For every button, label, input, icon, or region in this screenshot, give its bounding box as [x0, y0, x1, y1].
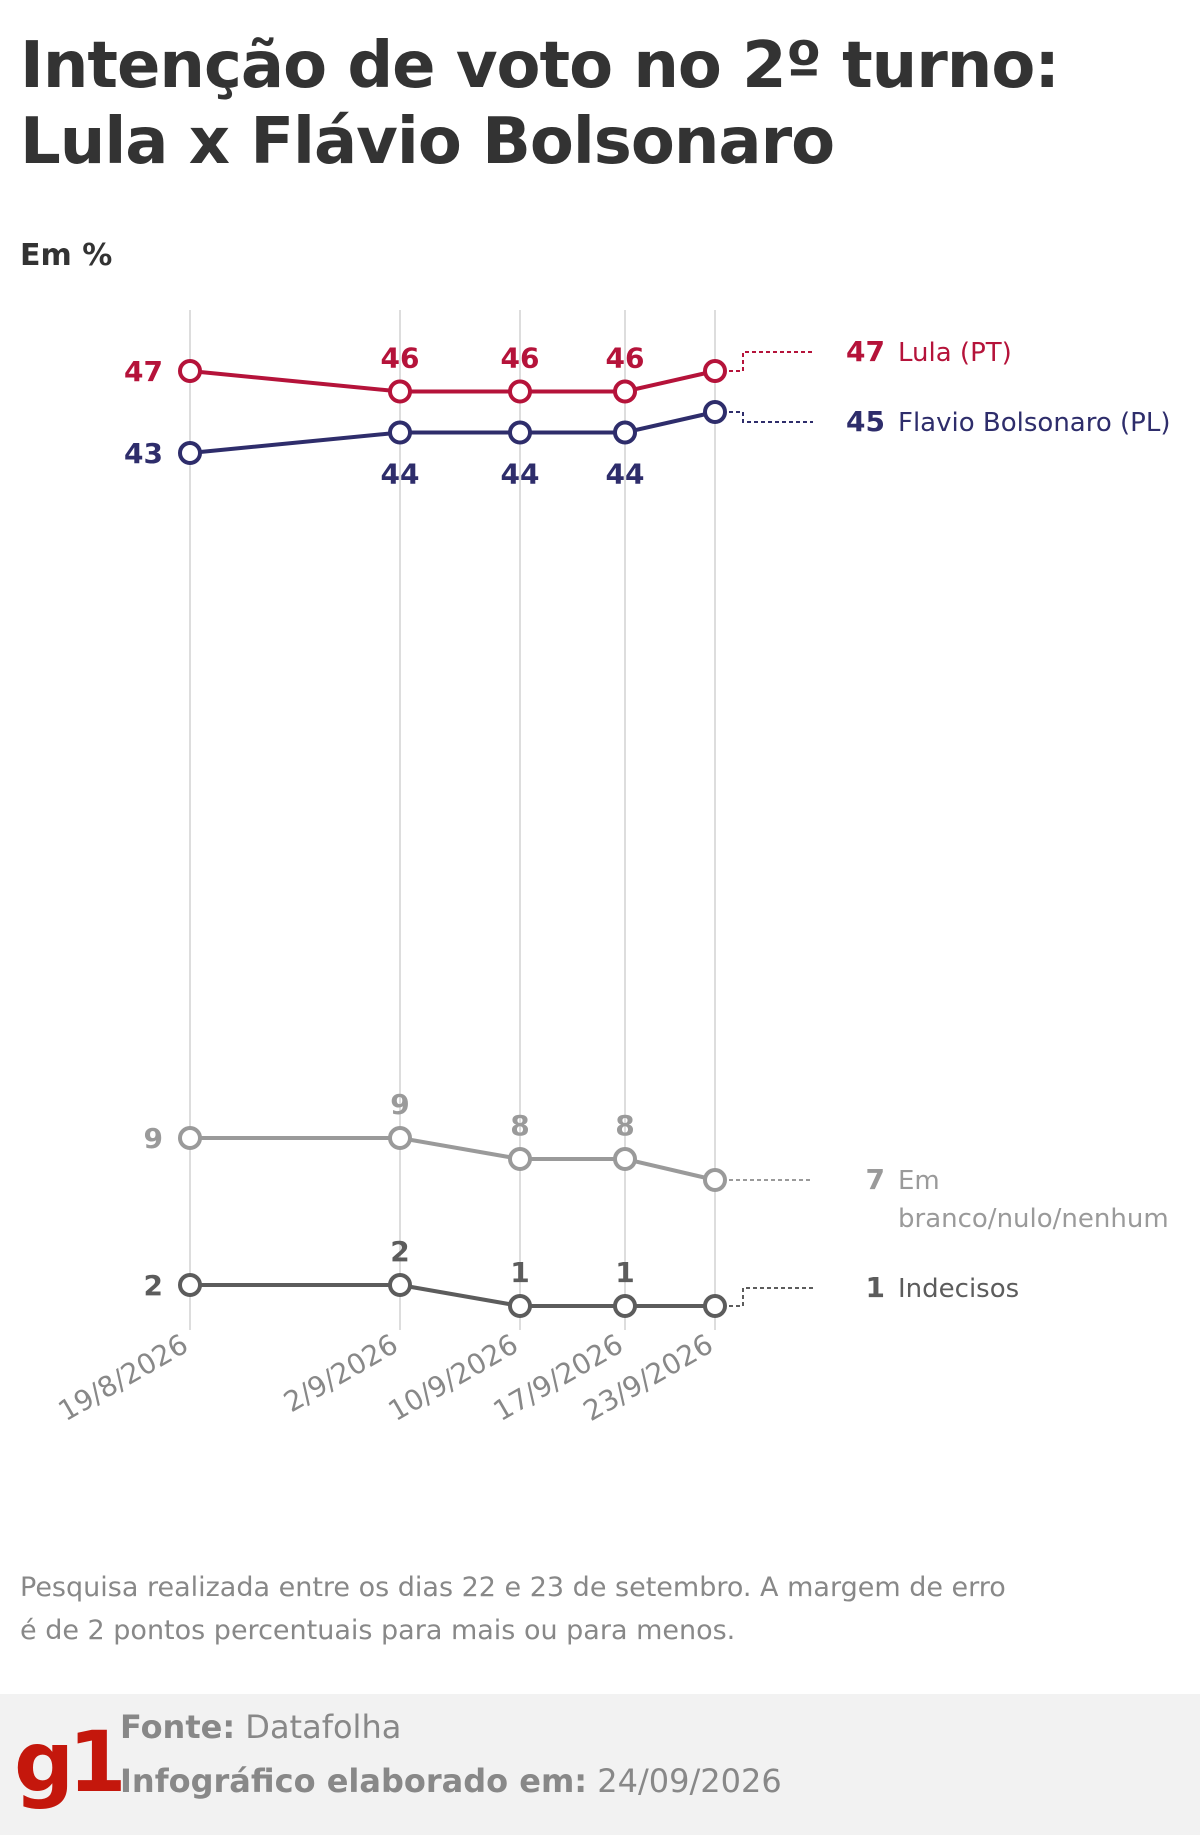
end-value-indecisos: 1 — [866, 1271, 885, 1304]
footer: g1 Fonte: Datafolha Infográfico elaborad… — [0, 1694, 1200, 1835]
data-point-branco — [388, 1126, 412, 1150]
data-label-branco: 8 — [510, 1109, 529, 1142]
data-label-lula: 47 — [124, 355, 163, 388]
series-name-branco: Em — [898, 1166, 940, 1196]
data-point-branco — [178, 1126, 202, 1150]
series-name-lula: Lula (PT) — [898, 338, 1012, 368]
methodology-note: Pesquisa realizada entre os dias 22 e 23… — [20, 1572, 1006, 1646]
data-label-branco: 9 — [390, 1088, 409, 1121]
series-name-indecisos: Indecisos — [898, 1274, 1019, 1304]
source-label: Fonte: — [120, 1708, 236, 1746]
data-point-lula — [613, 379, 637, 404]
data-label-flavio: 44 — [381, 458, 420, 491]
date-value: 24/09/2026 — [597, 1762, 782, 1800]
series-name-branco: branco/nulo/nenhum — [898, 1204, 1169, 1234]
data-point-flavio — [388, 420, 412, 445]
g1-logo: g1 — [14, 1713, 127, 1811]
data-point-flavio — [508, 420, 532, 445]
data-label-flavio: 43 — [124, 437, 163, 470]
series-name-flavio: Flavio Bolsonaro (PL) — [898, 408, 1170, 438]
data-point-branco — [508, 1147, 532, 1171]
data-point-lula — [703, 359, 727, 383]
data-label-indecisos: 1 — [510, 1256, 529, 1289]
data-point-branco — [613, 1147, 637, 1171]
data-point-indecisos — [508, 1294, 532, 1318]
data-point-flavio — [703, 400, 727, 424]
leader-line-flavio — [729, 411, 813, 423]
data-point-branco — [703, 1168, 727, 1192]
end-value-lula: 47 — [846, 335, 885, 368]
data-point-flavio — [178, 441, 202, 465]
chart-title: Intenção de voto no 2º turno: Lula x Flá… — [20, 29, 1060, 179]
date-label: Infográfico elaborado em: — [120, 1762, 588, 1800]
data-point-indecisos — [388, 1273, 412, 1297]
end-value-flavio: 45 — [846, 405, 885, 438]
data-label-lula: 46 — [381, 342, 420, 375]
data-point-flavio — [613, 420, 637, 445]
data-point-lula — [508, 379, 532, 404]
data-label-indecisos: 2 — [390, 1235, 409, 1268]
x-tick-label: 19/8/2026 — [53, 1327, 194, 1427]
unit-label: Em % — [20, 238, 113, 273]
leader-line-lula — [729, 351, 813, 372]
data-label-indecisos: 1 — [615, 1256, 634, 1289]
data-label-branco: 8 — [615, 1109, 634, 1142]
data-label-lula: 46 — [501, 342, 540, 375]
data-point-indecisos — [703, 1294, 727, 1318]
data-point-lula — [178, 359, 202, 383]
data-label-branco: 9 — [144, 1122, 163, 1155]
data-label-lula: 46 — [606, 342, 645, 375]
date-line: Infográfico elaborado em: 24/09/2026 — [120, 1762, 782, 1800]
data-point-indecisos — [178, 1273, 202, 1297]
data-label-indecisos: 2 — [144, 1269, 163, 1302]
source-line: Fonte: Datafolha — [120, 1708, 401, 1746]
line-chart: 19/8/2026 2/9/202610/9/202617/9/202623/9/… — [53, 310, 1170, 1428]
source-value: Datafolha — [245, 1708, 402, 1746]
x-tick-label: 2/9/2026 — [278, 1327, 403, 1418]
end-value-branco: 7 — [866, 1163, 885, 1196]
leader-line-indecisos — [729, 1287, 813, 1307]
data-label-flavio: 44 — [606, 458, 645, 491]
data-label-flavio: 44 — [501, 458, 540, 491]
data-point-indecisos — [613, 1294, 637, 1318]
data-point-lula — [388, 379, 412, 404]
